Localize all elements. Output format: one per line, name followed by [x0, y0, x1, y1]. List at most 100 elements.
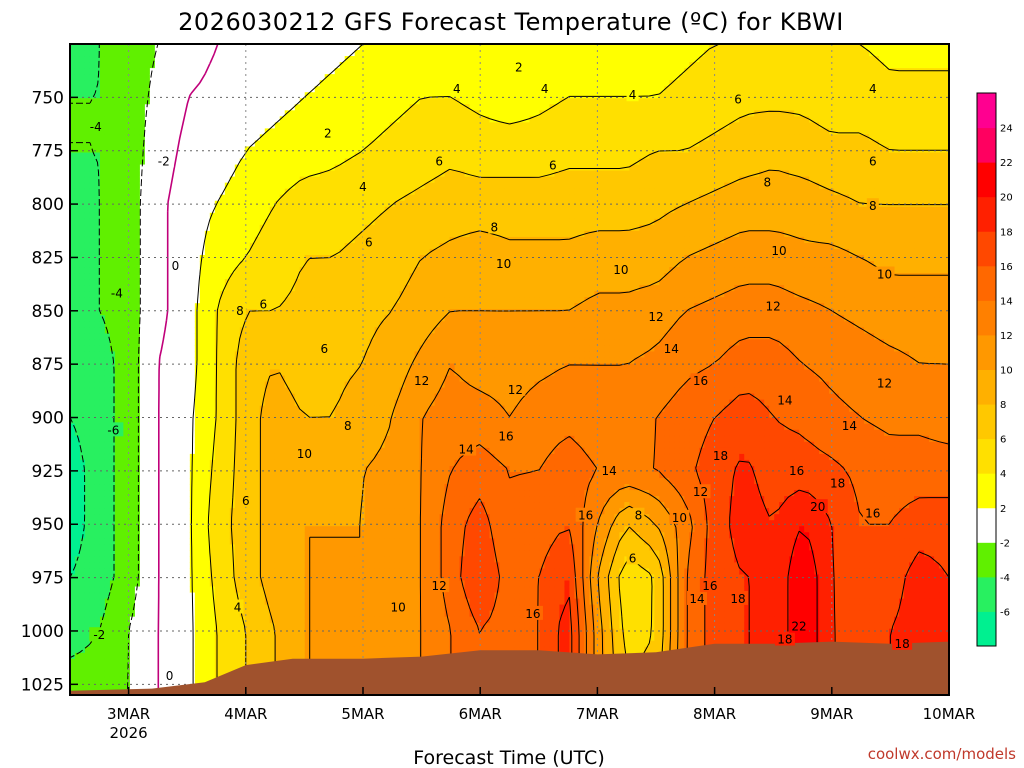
field-cell [269, 321, 276, 328]
field-cell [209, 140, 216, 148]
field-cell [284, 321, 291, 328]
field-cell [184, 218, 191, 226]
field-cell [179, 363, 186, 371]
field-cell [174, 574, 181, 582]
field-cell [169, 562, 176, 570]
field-cell [154, 194, 161, 202]
field-cell [124, 122, 131, 129]
field-cell [284, 261, 291, 268]
field-cell [209, 532, 216, 539]
field-cell [144, 104, 151, 111]
field-cell [149, 393, 156, 401]
field-cell [249, 544, 256, 551]
field-cell [294, 586, 301, 594]
field-cell [274, 158, 281, 166]
field-cell [269, 580, 276, 588]
field-cell [209, 92, 216, 99]
field-cell [299, 110, 306, 117]
field-cell [289, 170, 296, 178]
field-cell [294, 248, 301, 256]
field-cell [234, 484, 241, 491]
field-cell [104, 508, 111, 515]
field-cell [139, 86, 146, 93]
field-cell [149, 658, 156, 666]
field-cell [94, 514, 101, 521]
field-cell [199, 381, 206, 389]
field-cell [70, 297, 76, 304]
field-cell [99, 478, 106, 485]
field-cell [84, 550, 91, 557]
field-cell [79, 664, 86, 672]
field-cell [179, 574, 186, 582]
field-cell [99, 646, 106, 654]
field-cell [244, 640, 251, 648]
field-cell [129, 634, 136, 642]
field-cell [174, 664, 181, 672]
field-cell [284, 254, 291, 262]
field-cell [169, 598, 176, 606]
field-cell [154, 291, 161, 298]
field-cell [229, 526, 236, 533]
field-cell [259, 586, 266, 594]
field-cell [179, 526, 186, 533]
field-cell [179, 435, 186, 443]
field-cell [279, 248, 286, 256]
field-cell [89, 327, 96, 334]
field-cell [184, 164, 191, 172]
field-cell [189, 399, 196, 407]
field-cell [194, 224, 201, 232]
field-cell [259, 369, 266, 377]
field-cell [224, 580, 231, 588]
field-cell [299, 152, 306, 160]
field-cell [219, 345, 226, 353]
field-cell [169, 592, 176, 600]
field-cell [284, 471, 291, 479]
field-cell [219, 363, 226, 371]
field-cell [99, 387, 106, 395]
field-cell [129, 628, 136, 636]
field-cell [169, 453, 176, 461]
field-cell [254, 321, 261, 328]
field-cell [294, 261, 301, 268]
field-cell [144, 664, 151, 672]
field-cell [244, 423, 251, 431]
field-cell [259, 520, 266, 527]
field-cell [154, 423, 161, 431]
field-cell [204, 405, 211, 413]
field-cell [199, 417, 206, 425]
field-cell [169, 459, 176, 467]
field-cell [204, 44, 211, 51]
field-cell [199, 405, 206, 413]
field-cell [209, 98, 216, 105]
field-cell [249, 610, 256, 618]
field-cell [229, 62, 236, 69]
field-cell [194, 417, 201, 425]
field-cell [289, 321, 296, 328]
field-cell [229, 592, 236, 600]
field-cell [114, 381, 121, 389]
field-cell [214, 74, 221, 81]
field-cell [224, 357, 231, 365]
field-cell [144, 490, 151, 497]
field-cell [129, 236, 136, 244]
field-cell [174, 580, 181, 588]
field-cell [114, 98, 121, 105]
field-cell [209, 224, 216, 232]
field-cell [89, 104, 96, 111]
field-cell [139, 471, 146, 479]
field-cell [154, 170, 161, 178]
field-cell [264, 86, 271, 93]
field-cell [294, 279, 301, 286]
field-cell [284, 104, 291, 111]
field-cell [199, 80, 206, 87]
field-cell [94, 453, 101, 461]
field-cell [174, 550, 181, 557]
field-cell [204, 628, 211, 636]
field-cell [214, 92, 221, 99]
field-cell [174, 459, 181, 467]
field-cell [264, 291, 271, 298]
field-cell [234, 526, 241, 533]
field-cell [264, 230, 271, 238]
field-cell [119, 248, 126, 256]
field-cell [129, 387, 136, 395]
